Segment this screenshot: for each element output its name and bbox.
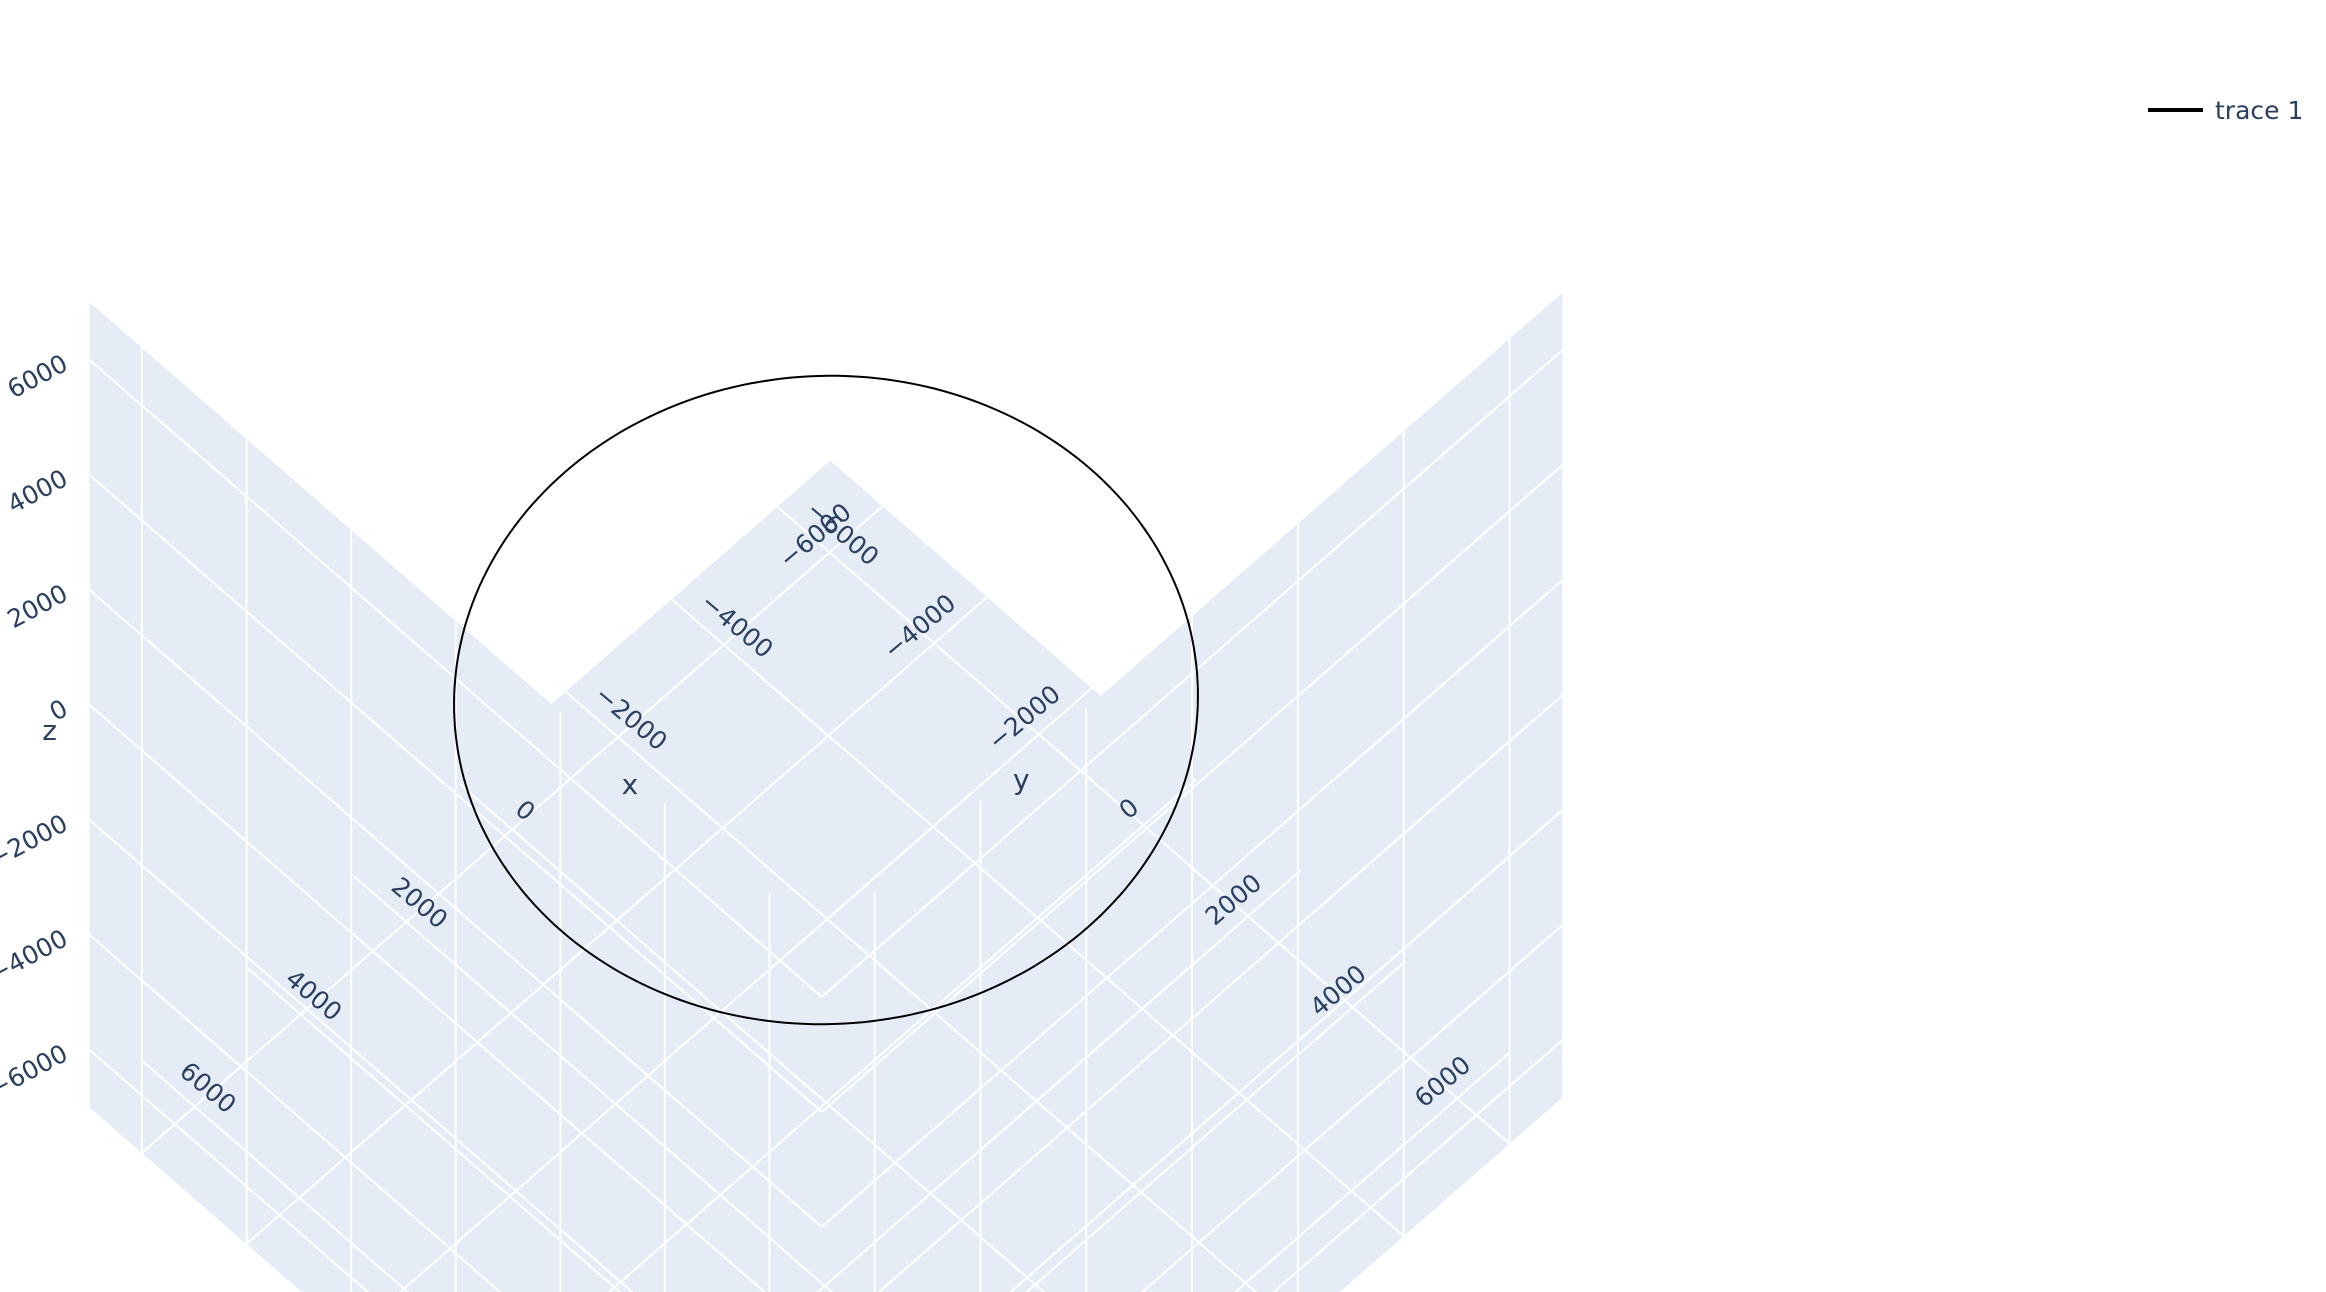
legend[interactable]: trace 1 [2148,96,2303,125]
z-tick-label: 6000 [3,349,73,404]
z-tick-label: −4000 [0,924,72,989]
grid-floor-x [247,968,622,1292]
grid-wall-x-horizontal [88,1049,370,1292]
z-tick-label: 2000 [3,579,73,634]
grid-wall-x-horizontal [88,589,823,1228]
grid-floor-y [816,869,1302,1292]
grid-floor-x [141,1060,410,1292]
gridlines [88,338,1564,1292]
x-axis-title: x [622,768,639,801]
trace-line-1[interactable] [453,374,1199,1026]
z-tick-label: −2000 [0,809,72,874]
z-tick-label: −6000 [0,1039,72,1104]
grid-wall-y-horizontal [821,349,1564,998]
grid-wall-y-horizontal [1272,1039,1564,1292]
z-tick-label: 4000 [3,464,73,519]
grid-wall-y-horizontal [821,464,1564,1113]
grid-floor-x [353,875,834,1292]
grid-floor-y [607,778,1197,1292]
floor-z-min [89,460,1563,1292]
grid-wall-y-horizontal [877,694,1564,1292]
z-axis-title: z [42,714,57,747]
y-axis-title: y [1013,763,1030,796]
grid-wall-y-horizontal [821,579,1564,1228]
legend-label-trace-1[interactable]: trace 1 [2215,96,2303,125]
grid-wall-x-horizontal [88,704,766,1292]
scene-3d[interactable]: −6000−4000−20000200040006000−6000−4000−2… [0,292,1564,1292]
grid-floor-y [1025,960,1407,1292]
grid-floor-y [1233,1051,1511,1292]
